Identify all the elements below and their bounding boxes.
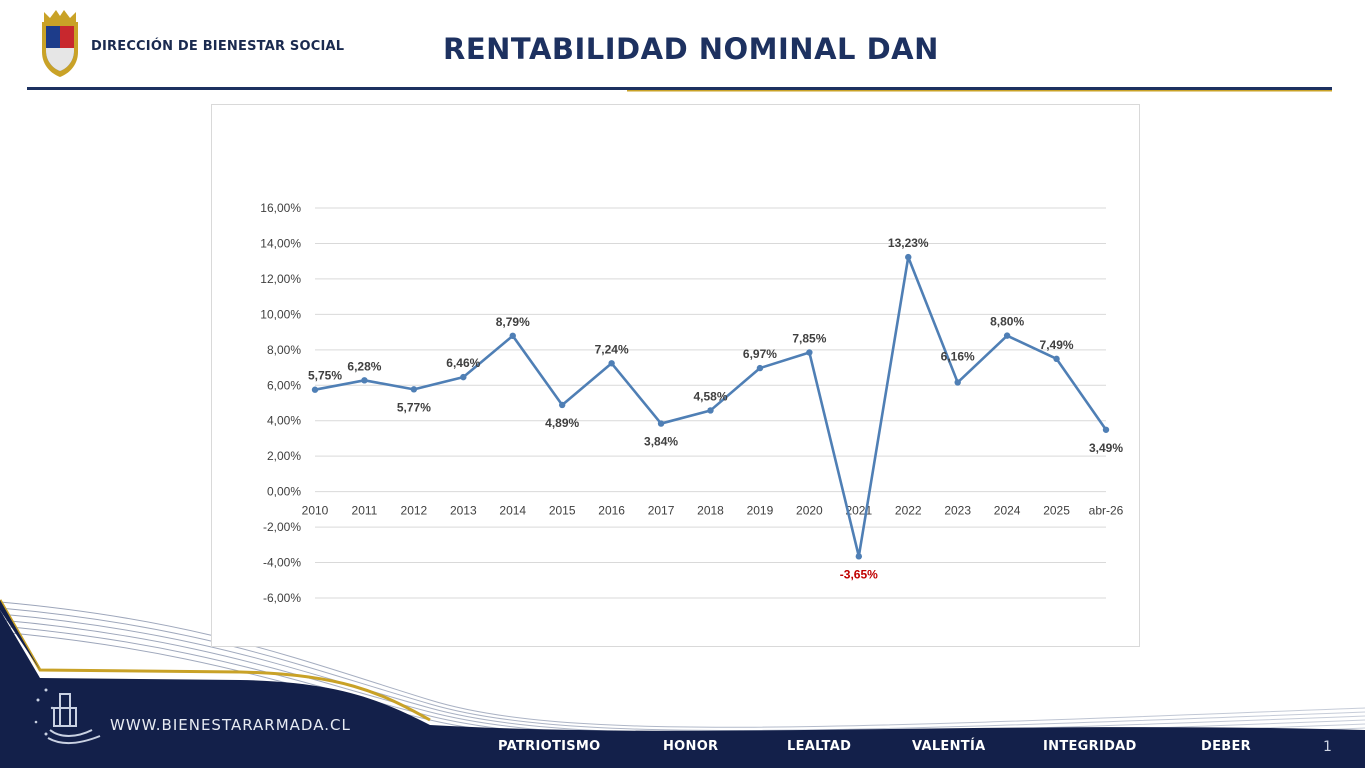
data-point xyxy=(361,377,368,384)
value-valentia: VALENTÍA xyxy=(912,739,986,754)
value-integridad: INTEGRIDAD xyxy=(1043,739,1137,754)
data-point xyxy=(657,420,665,427)
y-tick-label: 14,00% xyxy=(260,236,301,250)
page-title: RENTABILIDAD NOMINAL DAN xyxy=(443,32,939,66)
data-labels: 5,75% 6,28% 5,77% 6,46% 8,79% 4,89% 7,24% 3,84%… xyxy=(308,236,1123,581)
data-point xyxy=(1102,426,1110,433)
organization-name: DIRECCIÓN DE BIENESTAR SOCIAL xyxy=(91,39,345,54)
data-point xyxy=(509,332,516,340)
y-axis-ticks: 16,00% 14,00% 12,00% 10,00% 8,00% 6,00% 4,00% 2… xyxy=(260,201,301,605)
data-label: 8,80% xyxy=(990,315,1024,329)
x-tick-label: 2014 xyxy=(499,504,526,518)
y-tick-label: 16,00% xyxy=(260,201,301,215)
x-tick-label: 2020 xyxy=(796,504,823,518)
data-point xyxy=(410,386,418,393)
x-tick-label: 2025 xyxy=(1043,504,1070,518)
data-label: 6,16% xyxy=(941,349,975,363)
data-label: 4,89% xyxy=(545,416,579,430)
x-tick-label: 2016 xyxy=(598,504,625,518)
value-honor: HONOR xyxy=(663,739,719,754)
data-label: 7,85% xyxy=(792,331,826,345)
y-tick-label: 4,00% xyxy=(267,414,301,428)
data-point xyxy=(460,373,467,381)
x-tick-label: 2018 xyxy=(697,504,724,518)
data-point xyxy=(311,386,319,393)
data-label: 7,49% xyxy=(1040,338,1074,352)
x-tick-label: 2024 xyxy=(994,504,1021,518)
data-point xyxy=(707,407,714,414)
x-tick-label: 2019 xyxy=(747,504,774,518)
y-tick-label: 8,00% xyxy=(267,343,301,357)
x-tick-label: 2012 xyxy=(401,504,428,518)
x-tick-label: 2022 xyxy=(895,504,922,518)
chart-gridlines xyxy=(315,207,1106,599)
data-point xyxy=(954,379,961,386)
data-point xyxy=(756,364,764,372)
data-point xyxy=(905,253,912,261)
footer-wave-decoration xyxy=(0,580,1365,768)
x-tick-label: 2013 xyxy=(450,504,477,518)
x-tick-label: 2015 xyxy=(549,504,576,518)
navy-crest-logo xyxy=(42,10,78,77)
y-tick-label: -2,00% xyxy=(263,520,301,534)
data-point xyxy=(1053,355,1060,363)
chart-frame xyxy=(211,104,1140,647)
y-tick-label: 12,00% xyxy=(260,272,301,286)
x-tick-label: abr-26 xyxy=(1089,504,1124,518)
series-line xyxy=(311,253,1110,560)
y-tick-label: 2,00% xyxy=(267,449,301,463)
data-label: 6,97% xyxy=(743,347,777,361)
y-tick-label: 0,00% xyxy=(267,485,301,499)
value-patriotismo: PATRIOTISMO xyxy=(498,739,601,754)
data-point xyxy=(806,349,813,356)
data-label: 13,23% xyxy=(888,236,929,250)
website-link[interactable]: WWW.BIENESTARARMADA.CL xyxy=(110,716,351,734)
data-point xyxy=(1003,332,1011,339)
y-tick-label: 10,00% xyxy=(260,307,301,321)
data-label: 7,24% xyxy=(595,342,629,356)
data-point xyxy=(558,401,566,409)
x-tick-label: 2023 xyxy=(944,504,971,518)
data-label: 6,28% xyxy=(347,359,381,373)
data-label: 5,77% xyxy=(397,400,431,414)
data-label: 5,75% xyxy=(308,369,342,383)
y-tick-label: -6,00% xyxy=(263,591,301,605)
line-chart: 16,00% 14,00% 12,00% 10,00% 8,00% 6,00% 4,00% 2… xyxy=(260,201,1124,605)
x-tick-label: 2010 xyxy=(302,504,329,518)
data-point xyxy=(608,360,615,367)
value-lealtad: LEALTAD xyxy=(787,739,852,754)
x-tick-label: 2011 xyxy=(352,504,378,518)
data-label: 3,49% xyxy=(1089,441,1123,455)
data-label: 8,79% xyxy=(496,315,530,329)
y-tick-label: -4,00% xyxy=(263,556,301,570)
x-tick-label: 2017 xyxy=(648,504,675,518)
data-label: -3,65% xyxy=(840,567,878,581)
value-deber: DEBER xyxy=(1201,739,1251,754)
data-label: 6,46% xyxy=(446,356,480,370)
data-point xyxy=(855,553,863,560)
data-label: 3,84% xyxy=(644,435,678,449)
header-rule xyxy=(27,87,1332,92)
page-number: 1 xyxy=(1323,739,1332,755)
x-axis-ticks: 2010 2011 2012 2013 2014 2015 2016 2017 2018 2019… xyxy=(302,504,1124,518)
ship-emblem-icon xyxy=(34,688,101,744)
data-label: 4,58% xyxy=(693,389,727,403)
y-tick-label: 6,00% xyxy=(267,378,301,392)
